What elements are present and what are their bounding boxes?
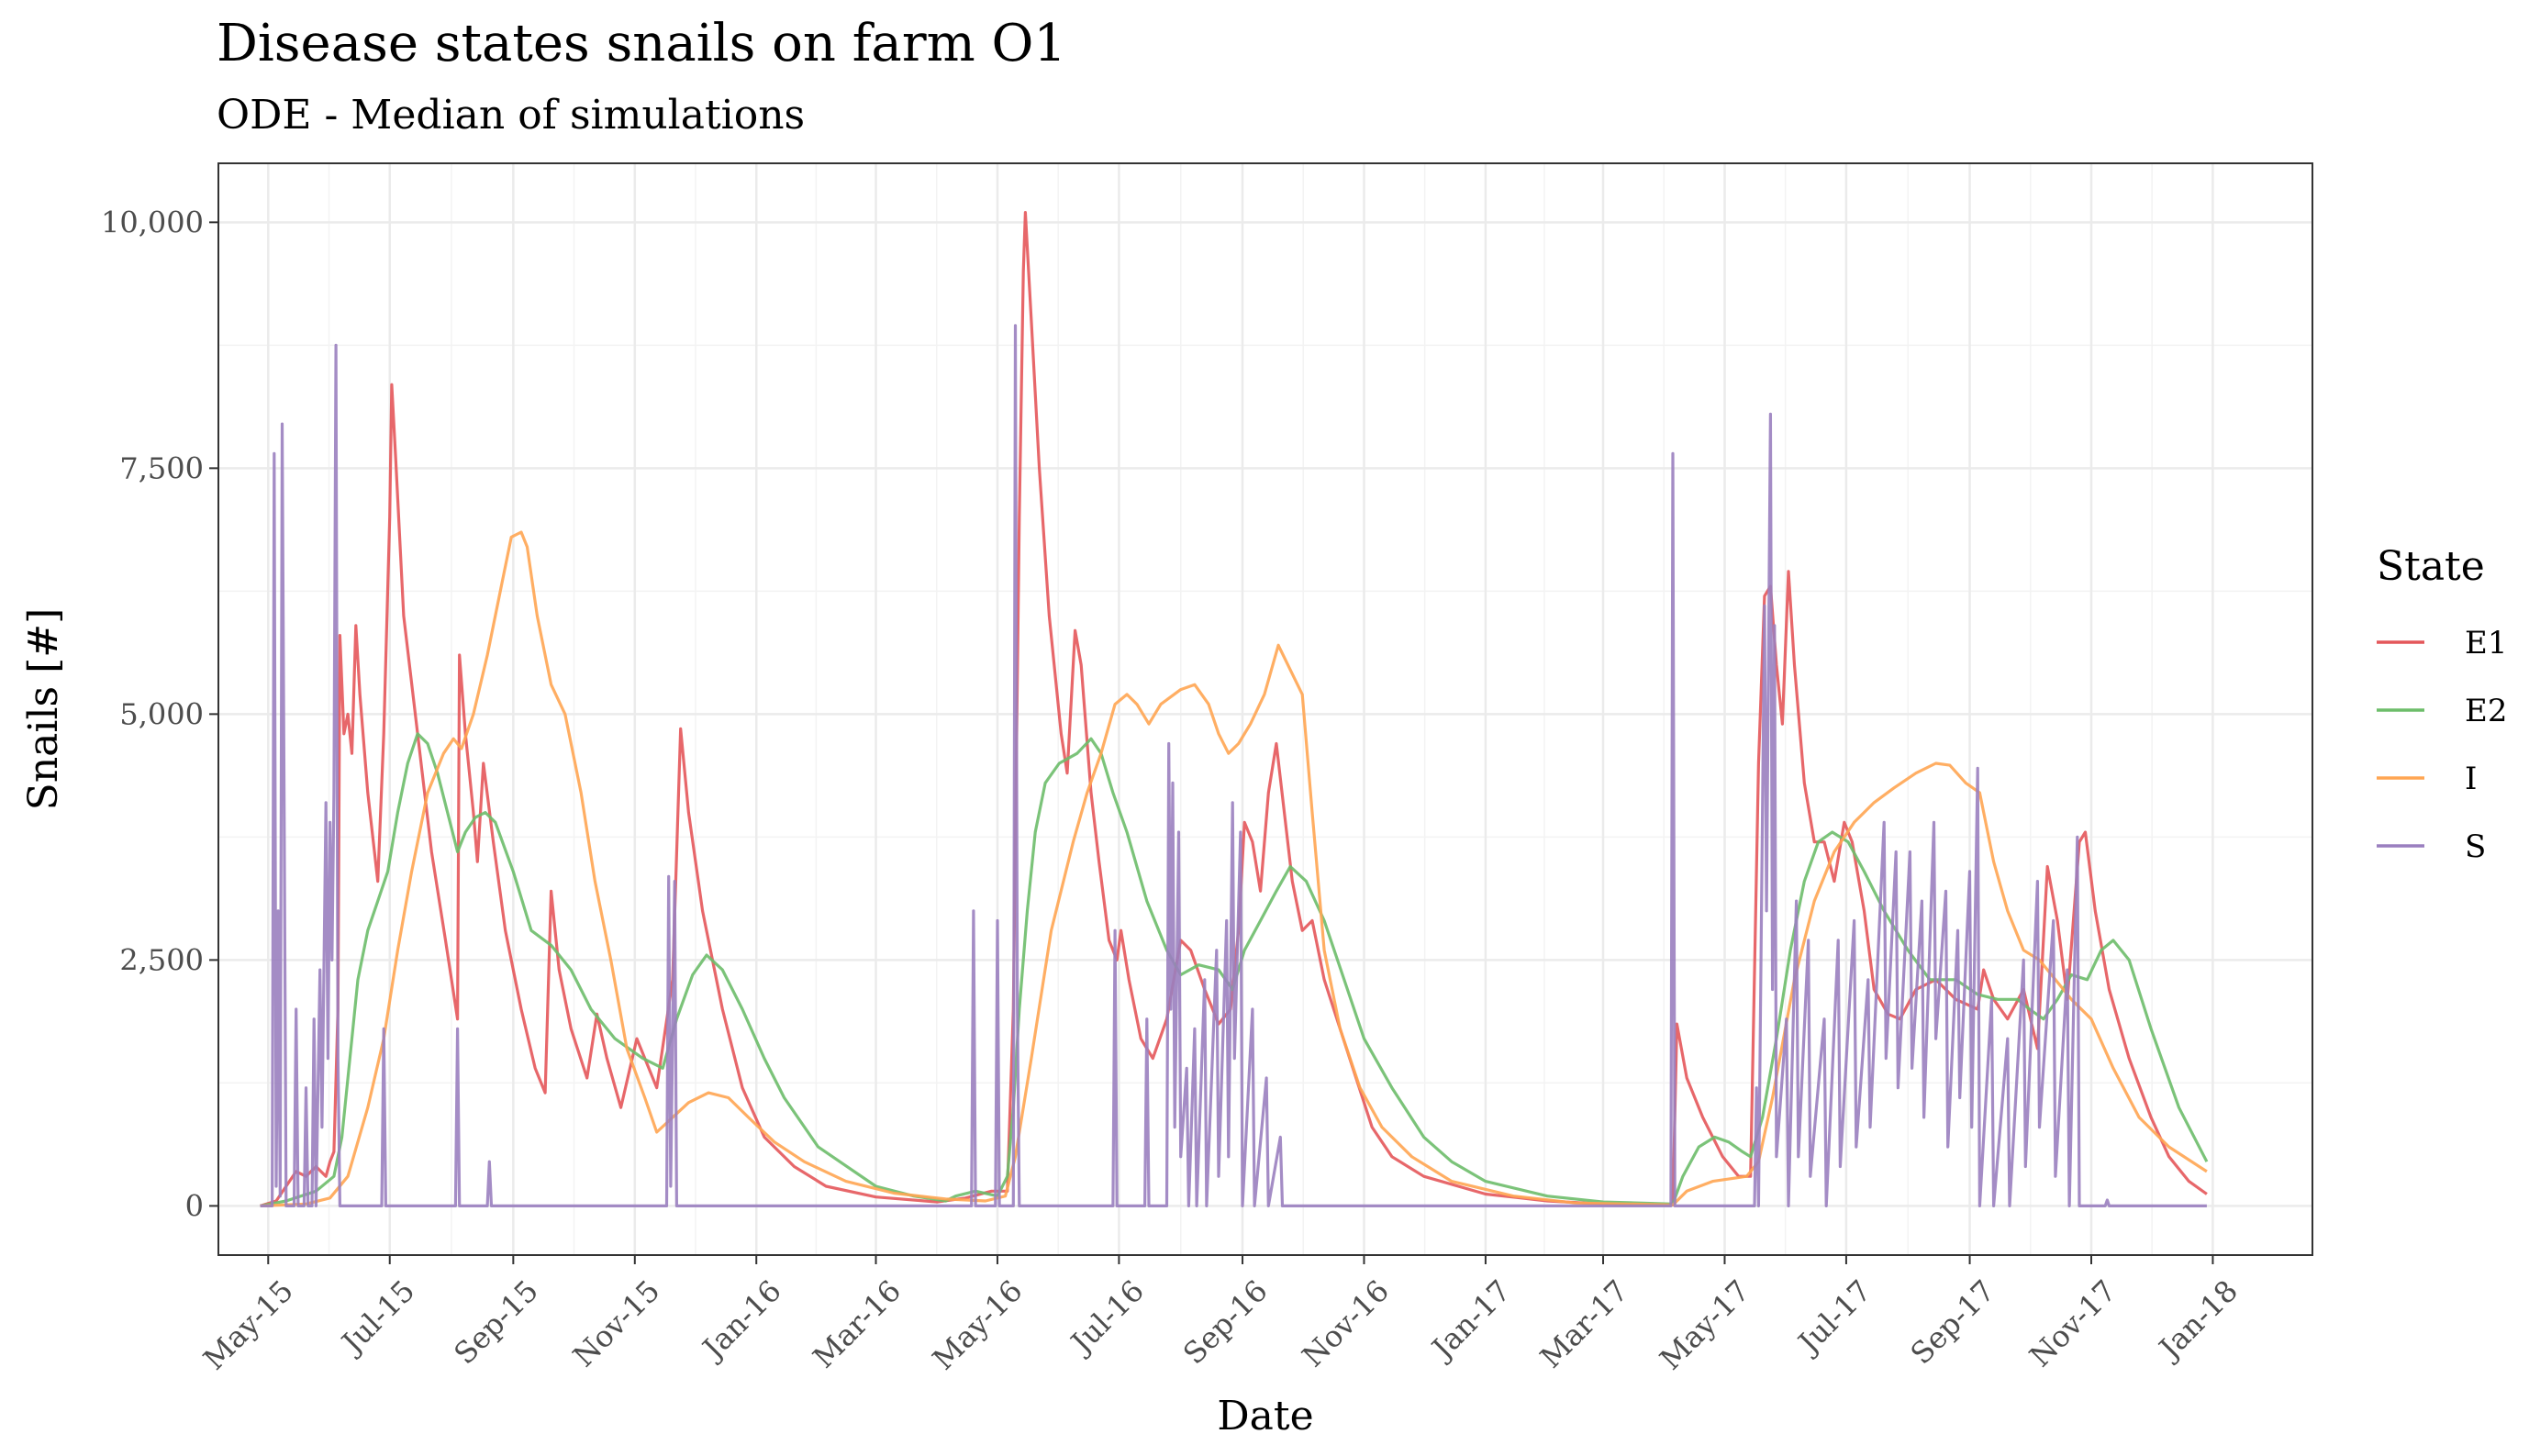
y-tick-label: 5,000 xyxy=(119,696,204,731)
chart-title: Disease states snails on farm O1 xyxy=(217,14,1066,73)
x-tick-label: Nov-16 xyxy=(1296,1273,1397,1374)
x-tick-label: May-15 xyxy=(196,1273,300,1377)
x-tick-label: Mar-17 xyxy=(1533,1273,1635,1375)
x-tick-label: Sep-16 xyxy=(1176,1273,1275,1372)
x-tick-label: Sep-17 xyxy=(1903,1273,2001,1372)
x-tick-label: May-17 xyxy=(1653,1273,1756,1377)
series-line-i xyxy=(260,530,2208,1207)
y-axis: 0 2,500 5,000 7,500 10,000 xyxy=(101,205,218,1223)
x-axis-title: Date xyxy=(1217,1393,1313,1439)
series-line-s xyxy=(260,324,2207,1207)
x-tick-label: Sep-15 xyxy=(447,1273,545,1372)
series-line-e1 xyxy=(260,211,2208,1207)
series-line-e2 xyxy=(260,732,2209,1207)
x-tick-label: May-16 xyxy=(926,1273,1030,1377)
grid-major xyxy=(218,163,2312,1255)
x-tick-label: Jan-17 xyxy=(1423,1273,1518,1368)
chart-subtitle: ODE - Median of simulations xyxy=(217,92,805,139)
series-layer xyxy=(260,211,2209,1207)
x-tick-label: Nov-17 xyxy=(2022,1273,2123,1374)
y-tick-label: 0 xyxy=(185,1188,204,1223)
legend-label-e1: E1 xyxy=(2465,625,2507,661)
y-tick-label: 10,000 xyxy=(101,205,204,239)
x-tick-label: Jul-17 xyxy=(1789,1273,1877,1362)
legend: State E1 E2 IS xyxy=(2377,543,2507,865)
y-tick-label: 7,500 xyxy=(119,450,204,485)
y-tick-label: 2,500 xyxy=(119,942,204,977)
x-tick-label: Jan-16 xyxy=(694,1273,788,1368)
plot-border xyxy=(217,162,2313,1256)
x-tick-label: Jul-16 xyxy=(1063,1273,1151,1362)
legend-label-i: I xyxy=(2465,761,2477,797)
x-tick-label: Jan-18 xyxy=(2151,1273,2245,1368)
x-axis: May-15 Jul-15 Sep-15 Nov-15 Jan-16 Mar-16 May-… xyxy=(196,1255,2245,1377)
x-tick-label: Jul-15 xyxy=(333,1273,421,1362)
legend-label-s: S xyxy=(2465,828,2486,865)
x-tick-label: Nov-15 xyxy=(566,1273,667,1374)
legend-label-e2: E2 xyxy=(2465,693,2507,729)
x-tick-label: Mar-16 xyxy=(806,1273,908,1375)
y-axis-title: Snails [#] xyxy=(20,608,67,811)
legend-title: State xyxy=(2377,543,2485,590)
